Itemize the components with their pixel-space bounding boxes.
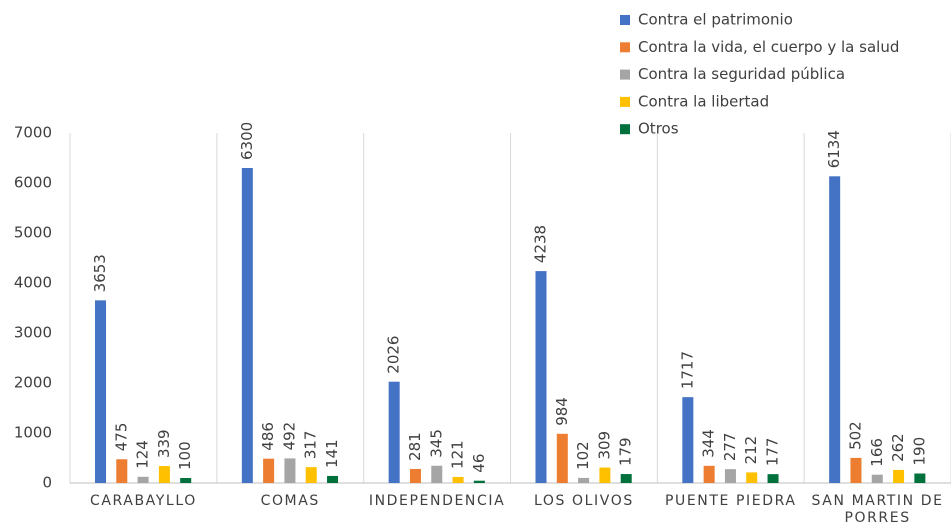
bar xyxy=(327,475,339,483)
y-tick-label: 7000 xyxy=(14,124,52,142)
bar xyxy=(116,459,128,483)
bar xyxy=(284,458,296,483)
legend-swatch xyxy=(620,96,630,107)
value-label: 492 xyxy=(280,422,298,451)
legend-label: Otros xyxy=(638,120,679,138)
y-tick-label: 3000 xyxy=(14,324,52,342)
legend-label: Contra la vida, el cuerpo y la salud xyxy=(638,38,899,56)
bar xyxy=(746,472,758,483)
bar xyxy=(829,176,841,484)
legend-swatch xyxy=(620,42,630,53)
value-label: 6134 xyxy=(825,130,843,168)
bar xyxy=(535,271,547,483)
x-tick-label: CARABAYLLO xyxy=(89,493,197,509)
value-label: 177 xyxy=(764,438,782,467)
value-label: 102 xyxy=(574,441,592,470)
bar xyxy=(241,168,253,483)
value-label: 124 xyxy=(134,440,152,469)
bar xyxy=(452,476,464,483)
value-label: 309 xyxy=(595,431,613,460)
value-label: 121 xyxy=(449,440,467,469)
x-tick-label: COMAS xyxy=(260,493,320,509)
value-label: 262 xyxy=(889,433,907,462)
x-tick-label: SAN MARTIN DE PORRES xyxy=(811,493,944,526)
bar xyxy=(473,480,485,483)
value-label: 141 xyxy=(323,439,341,468)
bar xyxy=(871,474,883,483)
bar xyxy=(893,469,905,483)
value-label: 166 xyxy=(868,438,886,467)
value-label: 344 xyxy=(700,429,718,458)
bar xyxy=(682,397,694,483)
bar xyxy=(158,466,170,483)
value-label: 46 xyxy=(470,454,488,473)
bar xyxy=(599,467,611,483)
bar xyxy=(620,474,632,483)
bar xyxy=(556,433,568,483)
x-tick-label: INDEPENDENCIA xyxy=(368,493,506,509)
value-label: 4238 xyxy=(532,225,550,263)
y-tick-label: 1000 xyxy=(14,424,52,442)
y-tick-label: 5000 xyxy=(14,224,52,242)
bar xyxy=(724,469,736,483)
bar xyxy=(431,465,443,483)
value-label: 179 xyxy=(617,437,635,466)
legend-label: Contra el patrimonio xyxy=(638,11,793,29)
bar xyxy=(305,467,317,483)
bar xyxy=(95,300,106,483)
bar xyxy=(703,465,715,483)
bar xyxy=(263,458,275,483)
value-label: 281 xyxy=(406,432,424,461)
bar xyxy=(137,476,149,483)
legend-swatch xyxy=(620,124,630,135)
value-label: 212 xyxy=(742,436,760,465)
value-label: 339 xyxy=(155,429,173,458)
value-label: 1717 xyxy=(678,351,696,389)
x-tick-label: LOS OLIVOS xyxy=(533,493,634,509)
y-tick-label: 6000 xyxy=(14,174,52,192)
bar xyxy=(914,473,926,483)
value-label: 475 xyxy=(112,423,130,452)
bar xyxy=(388,381,400,483)
value-label: 100 xyxy=(176,441,194,470)
value-label: 3653 xyxy=(91,254,109,292)
legend-swatch xyxy=(620,69,630,80)
y-tick-label: 4000 xyxy=(14,274,52,292)
legend-label: Contra la seguridad pública xyxy=(638,65,845,83)
value-label: 984 xyxy=(553,397,571,426)
y-tick-label: 2000 xyxy=(14,374,52,392)
bar xyxy=(180,478,192,483)
bar xyxy=(578,477,590,483)
legend-swatch xyxy=(620,15,630,25)
value-label: 486 xyxy=(259,422,277,451)
y-tick-label: 0 xyxy=(42,474,52,492)
value-label: 317 xyxy=(302,431,320,460)
x-tick-label: PUENTE PIEDRA xyxy=(664,493,797,509)
legend-label: Contra la libertad xyxy=(638,92,769,110)
value-label: 345 xyxy=(427,429,445,458)
value-label: 502 xyxy=(846,421,864,450)
value-label: 6300 xyxy=(238,122,256,160)
bar xyxy=(767,474,779,483)
bar xyxy=(409,468,421,483)
value-label: 190 xyxy=(910,437,928,466)
bar xyxy=(850,457,862,483)
value-label: 277 xyxy=(721,433,739,462)
value-label: 2026 xyxy=(385,336,403,374)
